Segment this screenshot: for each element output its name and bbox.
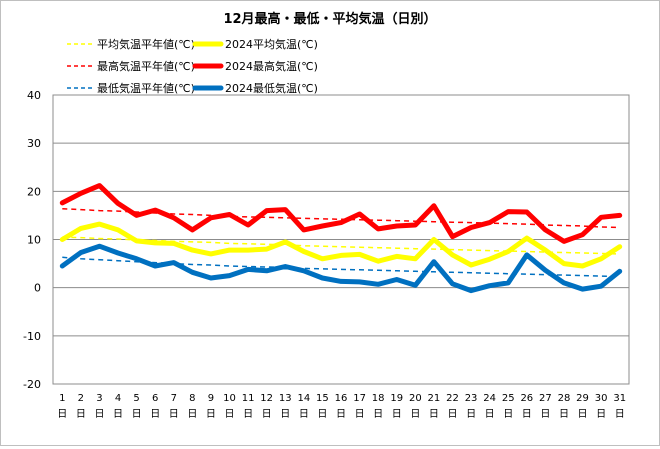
grid-lines	[52, 94, 630, 385]
x-tick-label: 19	[390, 393, 403, 404]
x-tick-label: 17	[353, 393, 366, 404]
legend-label-1: 2024平均気温(℃)	[225, 37, 318, 51]
x-tick-unit: 日	[132, 409, 142, 420]
series-line-3	[59, 183, 623, 244]
x-tick-unit: 日	[485, 409, 495, 420]
x-tick-unit: 日	[299, 409, 309, 420]
series-layer	[59, 183, 623, 294]
y-tick-label: 40	[27, 89, 41, 102]
y-tick-label: 20	[27, 185, 41, 198]
x-tick-unit: 日	[280, 409, 290, 420]
x-tick-unit: 日	[392, 409, 402, 420]
chart-title: 12月最高・最低・平均気温（日別）	[223, 11, 436, 27]
x-tick-label: 14	[297, 393, 310, 404]
x-tick-unit: 日	[262, 409, 272, 420]
x-tick-unit: 日	[336, 409, 346, 420]
chart-legend: 平均気温平年値(℃) 2024平均気温(℃) 最高気温平年値(℃) 2024最高気温(…	[67, 37, 318, 95]
series-line-2	[62, 207, 620, 229]
series-line-5	[59, 243, 623, 294]
x-tick-label: 20	[409, 393, 422, 404]
x-tick-unit: 日	[540, 409, 550, 420]
x-tick-unit: 日	[113, 409, 123, 420]
y-tick-label: 30	[27, 137, 41, 150]
x-tick-unit: 日	[522, 409, 532, 420]
x-tick-label: 24	[483, 393, 496, 404]
x-tick-unit: 日	[410, 409, 420, 420]
series-line-1	[59, 221, 623, 269]
x-tick-label: 21	[428, 393, 441, 404]
y-tick-label: -10	[23, 330, 41, 343]
x-tick-label: 8	[189, 393, 195, 404]
x-tick-unit: 日	[447, 409, 457, 420]
x-tick-unit: 日	[243, 409, 253, 420]
x-tick-label: 15	[316, 393, 329, 404]
x-tick-label: 6	[152, 393, 158, 404]
x-tick-label: 25	[502, 393, 515, 404]
x-tick-label: 12	[260, 393, 273, 404]
x-tick-unit: 日	[94, 409, 104, 420]
x-tick-unit: 日	[150, 409, 160, 420]
x-tick-label: 18	[372, 393, 385, 404]
x-tick-unit: 日	[429, 409, 439, 420]
y-tick-label: -20	[23, 378, 41, 391]
x-tick-unit: 日	[76, 409, 86, 420]
x-tick-unit: 日	[317, 409, 327, 420]
x-tick-label: 3	[96, 393, 102, 404]
x-tick-label: 22	[446, 393, 459, 404]
x-tick-unit: 日	[355, 409, 365, 420]
x-tick-label: 2	[78, 393, 84, 404]
x-tick-label: 23	[465, 393, 478, 404]
legend-label-4: 最低気温平年値(℃)	[97, 81, 195, 95]
x-tick-unit: 日	[57, 409, 67, 420]
legend-label-0: 平均気温平年値(℃)	[97, 37, 195, 51]
legend-label-3: 2024最高気温(℃)	[225, 59, 318, 73]
plot-area-border	[52, 94, 630, 385]
x-axis: 1日2日3日4日5日6日7日8日9日10日11日12日13日14日15日16日1…	[57, 393, 626, 420]
x-tick-unit: 日	[615, 409, 625, 420]
y-tick-label: 10	[27, 234, 41, 247]
y-axis: -20 -10 0 10 20 30 40	[23, 89, 41, 391]
x-tick-label: 1	[59, 393, 65, 404]
x-tick-unit: 日	[466, 409, 476, 420]
x-tick-label: 13	[279, 393, 292, 404]
x-tick-unit: 日	[187, 409, 197, 420]
x-tick-label: 31	[613, 393, 626, 404]
x-tick-unit: 日	[206, 409, 216, 420]
x-tick-unit: 日	[373, 409, 383, 420]
x-tick-label: 29	[576, 393, 589, 404]
x-tick-unit: 日	[169, 409, 179, 420]
legend-label-5: 2024最低気温(℃)	[225, 81, 318, 95]
x-tick-unit: 日	[503, 409, 513, 420]
x-tick-label: 26	[520, 393, 533, 404]
x-tick-unit: 日	[596, 409, 606, 420]
y-tick-label: 0	[34, 282, 41, 295]
x-tick-unit: 日	[559, 409, 569, 420]
x-tick-label: 7	[171, 393, 177, 404]
x-tick-label: 10	[223, 393, 236, 404]
x-tick-label: 5	[133, 393, 139, 404]
x-tick-label: 27	[539, 393, 552, 404]
x-tick-label: 30	[595, 393, 608, 404]
legend-label-2: 最高気温平年値(℃)	[97, 59, 195, 73]
x-tick-label: 11	[242, 393, 255, 404]
x-tick-unit: 日	[578, 409, 588, 420]
x-tick-label: 9	[208, 393, 214, 404]
series-line-4	[62, 256, 620, 278]
x-tick-label: 4	[115, 393, 121, 404]
x-tick-label: 28	[558, 393, 571, 404]
x-tick-unit: 日	[225, 409, 235, 420]
x-tick-label: 16	[335, 393, 348, 404]
